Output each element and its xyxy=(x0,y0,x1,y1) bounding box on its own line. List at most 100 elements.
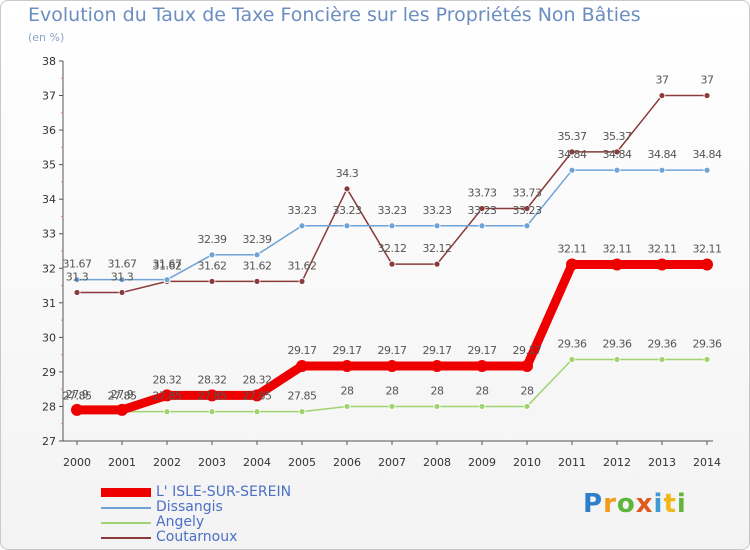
data-label: 33.73 xyxy=(513,187,542,200)
y-tick-label: 35 xyxy=(42,159,56,172)
data-label: 28 xyxy=(341,384,354,397)
data-point xyxy=(298,277,306,285)
data-point xyxy=(386,360,398,373)
data-point xyxy=(343,185,351,193)
data-label: 28.32 xyxy=(198,373,227,386)
x-tick-label: 2008 xyxy=(423,456,451,469)
data-label: 31.62 xyxy=(243,259,272,272)
data-point xyxy=(566,258,578,271)
data-point xyxy=(71,403,83,416)
data-label: 29.17 xyxy=(333,344,362,357)
data-label: 29.36 xyxy=(603,337,632,350)
data-label: 33.23 xyxy=(333,204,362,217)
data-label: 27.85 xyxy=(243,390,272,403)
data-label: 34.84 xyxy=(693,148,722,161)
y-tick-label: 34 xyxy=(42,193,56,206)
data-point xyxy=(73,276,81,284)
data-label: 29.36 xyxy=(648,337,677,350)
data-label: 29.17 xyxy=(513,344,542,357)
data-label: 32.39 xyxy=(243,233,272,246)
data-point xyxy=(703,356,711,363)
data-label: 34.84 xyxy=(603,148,632,161)
data-label: 31.3 xyxy=(111,270,134,283)
x-tick-label: 2014 xyxy=(693,456,721,469)
data-label: 31.3 xyxy=(66,270,89,283)
data-label: 29.17 xyxy=(423,344,452,357)
y-tick-label: 36 xyxy=(42,124,56,137)
legend-swatch xyxy=(101,488,151,497)
data-point xyxy=(701,258,713,271)
x-tick-label: 2012 xyxy=(603,456,631,469)
data-label: 28 xyxy=(431,384,444,397)
unit-label: (en %) xyxy=(28,31,65,44)
x-tick-label: 2003 xyxy=(198,456,226,469)
y-tick-label: 37 xyxy=(42,90,56,103)
data-label: 31.62 xyxy=(153,259,182,272)
data-point xyxy=(658,92,666,99)
data-point xyxy=(433,260,441,268)
data-label: 27.85 xyxy=(153,390,182,403)
data-label: 31.62 xyxy=(288,259,317,272)
data-point xyxy=(298,408,306,416)
legend-swatch xyxy=(101,522,151,524)
data-label: 32.12 xyxy=(423,242,452,255)
data-label: 34.3 xyxy=(336,167,359,180)
data-label: 29.36 xyxy=(693,337,722,350)
data-label: 28.32 xyxy=(243,373,272,386)
x-tick-label: 2000 xyxy=(63,456,91,469)
data-point xyxy=(568,148,576,156)
data-point xyxy=(208,277,216,285)
legend-label: Angely xyxy=(156,514,205,530)
y-tick-label: 28 xyxy=(42,400,56,413)
data-label: 33.73 xyxy=(468,187,497,200)
legend-label: Dissangis xyxy=(156,499,223,515)
data-point xyxy=(388,403,396,410)
data-point xyxy=(523,205,531,212)
x-tick-label: 2004 xyxy=(243,456,271,469)
data-label: 31.67 xyxy=(63,258,92,271)
data-label: 27.9 xyxy=(111,388,134,401)
data-point xyxy=(208,408,216,416)
series-points xyxy=(71,92,713,416)
data-point xyxy=(431,360,443,373)
data-label: 33.23 xyxy=(468,204,497,217)
data-point xyxy=(73,289,81,296)
data-label: 28 xyxy=(386,384,399,397)
data-label: 27.85 xyxy=(63,390,92,403)
data-label: 27.9 xyxy=(66,388,89,401)
chart-title: Evolution du Taux de Taxe Foncière sur l… xyxy=(28,4,641,26)
data-label: 28 xyxy=(476,384,489,397)
data-label: 33.23 xyxy=(423,204,452,217)
data-label: 35.37 xyxy=(603,130,632,143)
x-tick-label: 2002 xyxy=(153,456,181,469)
data-label: 27.85 xyxy=(288,390,317,403)
data-label: 32.12 xyxy=(378,242,407,255)
data-label: 34.84 xyxy=(558,148,587,161)
data-point xyxy=(523,403,531,410)
y-tick-label: 27 xyxy=(42,435,56,448)
data-point xyxy=(253,408,261,416)
data-label: 32.11 xyxy=(558,242,587,255)
data-label: 33.23 xyxy=(513,204,542,217)
axes: 27 28 29 30 31 32 33 34 35 36 37 38 2000 2001 2002 2003… xyxy=(42,55,721,469)
data-point xyxy=(118,289,126,296)
data-label: 31.67 xyxy=(108,258,137,271)
data-point xyxy=(163,408,171,416)
data-point xyxy=(296,360,308,373)
data-label: 37 xyxy=(656,74,669,87)
data-label: 35.37 xyxy=(558,130,587,143)
data-point xyxy=(118,276,126,284)
data-point xyxy=(388,260,396,268)
data-label: 33.23 xyxy=(288,204,317,217)
data-point xyxy=(433,222,441,230)
legend-label: Coutarnoux xyxy=(156,529,238,545)
x-tick-label: 2006 xyxy=(333,456,361,469)
data-point xyxy=(478,222,486,230)
legend-label: L' ISLE-SUR-SEREIN xyxy=(156,484,292,500)
y-tick-label: 31 xyxy=(42,297,56,310)
data-label: 27.85 xyxy=(108,390,137,403)
data-point xyxy=(163,276,171,284)
data-point xyxy=(253,251,261,259)
data-point xyxy=(253,277,261,285)
